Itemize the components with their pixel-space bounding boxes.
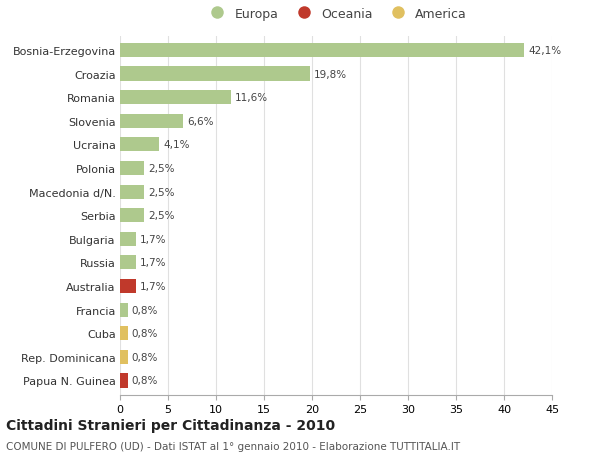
Bar: [120, 256, 136, 270]
Legend: Europa, Oceania, America: Europa, Oceania, America: [202, 6, 470, 23]
Text: 2,5%: 2,5%: [148, 163, 175, 174]
Text: 1,7%: 1,7%: [140, 258, 167, 268]
Text: Cittadini Stranieri per Cittadinanza - 2010: Cittadini Stranieri per Cittadinanza - 2…: [6, 418, 335, 431]
Text: 42,1%: 42,1%: [528, 46, 561, 56]
Text: 0,8%: 0,8%: [131, 352, 158, 362]
Bar: [120, 185, 144, 199]
Bar: [120, 280, 136, 293]
Bar: [120, 91, 232, 105]
Bar: [120, 374, 128, 388]
Text: 2,5%: 2,5%: [148, 211, 175, 221]
Text: 2,5%: 2,5%: [148, 187, 175, 197]
Text: 11,6%: 11,6%: [235, 93, 268, 103]
Text: 1,7%: 1,7%: [140, 234, 167, 244]
Text: 1,7%: 1,7%: [140, 281, 167, 291]
Bar: [120, 350, 128, 364]
Bar: [120, 138, 160, 152]
Text: 0,8%: 0,8%: [131, 329, 158, 338]
Bar: [120, 114, 184, 129]
Text: COMUNE DI PULFERO (UD) - Dati ISTAT al 1° gennaio 2010 - Elaborazione TUTTITALIA: COMUNE DI PULFERO (UD) - Dati ISTAT al 1…: [6, 441, 460, 451]
Bar: [120, 326, 128, 341]
Text: 0,8%: 0,8%: [131, 305, 158, 315]
Text: 6,6%: 6,6%: [187, 117, 214, 127]
Text: 19,8%: 19,8%: [314, 69, 347, 79]
Text: 4,1%: 4,1%: [163, 140, 190, 150]
Bar: [120, 209, 144, 223]
Text: 0,8%: 0,8%: [131, 375, 158, 386]
Bar: [120, 232, 136, 246]
Bar: [120, 67, 310, 81]
Bar: [120, 44, 524, 58]
Bar: [120, 162, 144, 176]
Bar: [120, 303, 128, 317]
